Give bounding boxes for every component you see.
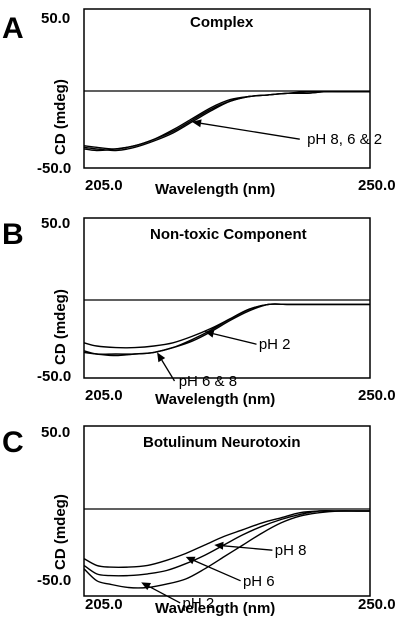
y-axis-label: CD (mdeg)	[52, 79, 69, 155]
series-line-1	[83, 303, 370, 349]
annotation-arrow-1	[213, 333, 257, 345]
y-axis-label: CD (mdeg)	[52, 494, 69, 570]
annotations-group: pH 8, 6 & 2	[192, 119, 382, 148]
annotation-label-1: pH 2	[259, 336, 291, 353]
y-tick-label-top: 50.0	[41, 10, 70, 27]
annotations-group: pH 2 pH 6 & 8	[157, 329, 291, 390]
panel-title: Botulinum Neurotoxin	[143, 434, 301, 451]
y-tick-label-bottom: -50.0	[37, 368, 71, 385]
y-axis-label: CD (mdeg)	[52, 289, 69, 365]
x-axis-label: Wavelength (nm)	[155, 181, 275, 198]
annotation-label-2: pH 6	[243, 573, 275, 590]
curves-group	[83, 510, 370, 589]
x-tick-label-left: 205.0	[85, 177, 123, 194]
panel-letter: C	[2, 426, 24, 459]
annotation-label-2: pH 6 & 8	[179, 373, 237, 390]
x-axis-label: Wavelength (nm)	[155, 391, 275, 408]
panel-letter: A	[2, 12, 24, 45]
annotation-arrowhead-2	[157, 352, 166, 363]
panel-c: C 50.0 -50.0 CD (mdeg) Botulinum Neuroto…	[2, 424, 396, 617]
x-tick-label-right: 250.0	[358, 596, 396, 613]
panel-letter: B	[2, 218, 24, 251]
annotation-arrowhead-1	[204, 329, 215, 338]
annotation-arrow-3	[148, 586, 181, 604]
curves-group	[83, 90, 370, 152]
series-line-2	[83, 510, 370, 577]
curves-group	[83, 303, 370, 357]
annotation-arrowhead-3	[141, 582, 151, 591]
annotation-label-1: pH 8	[275, 542, 307, 559]
series-line-3	[83, 303, 370, 357]
series-line-2	[83, 303, 370, 355]
series-line-1	[83, 510, 370, 569]
y-tick-label-top: 50.0	[41, 424, 70, 441]
x-tick-label-right: 250.0	[358, 387, 396, 404]
series-line-3	[83, 510, 370, 589]
y-tick-label-bottom: -50.0	[37, 160, 71, 177]
x-tick-label-left: 205.0	[85, 596, 123, 613]
annotation-arrowhead-1	[214, 541, 224, 550]
annotation-arrowhead-2	[185, 556, 196, 565]
y-tick-label-top: 50.0	[41, 215, 70, 232]
x-axis-label: Wavelength (nm)	[155, 600, 275, 617]
panel-a: A 50.0 -50.0 CD (mdeg) Complex pH 8, 6 &…	[2, 8, 396, 198]
annotation-arrow-2	[161, 359, 176, 382]
series-line-3	[83, 90, 370, 150]
panel-title: Complex	[190, 14, 254, 31]
annotations-group: pH 8pH 6 pH 2	[141, 541, 307, 612]
panel-title: Non-toxic Component	[150, 226, 307, 243]
y-tick-label-bottom: -50.0	[37, 572, 71, 589]
plot-frame	[83, 8, 371, 169]
annotation-arrowhead-1	[192, 119, 202, 128]
panel-b: B 50.0 -50.0 CD (mdeg) Non-toxic Compone…	[2, 215, 396, 408]
x-tick-label-left: 205.0	[85, 387, 123, 404]
annotation-arrow-1	[223, 545, 273, 551]
annotation-label-3: pH 2	[183, 595, 215, 612]
annotation-label-1: pH 8, 6 & 2	[307, 131, 382, 148]
plot-frame	[83, 217, 371, 379]
annotation-arrow-2	[193, 559, 241, 582]
annotation-arrow-1	[200, 122, 300, 140]
x-tick-label-right: 250.0	[358, 177, 396, 194]
